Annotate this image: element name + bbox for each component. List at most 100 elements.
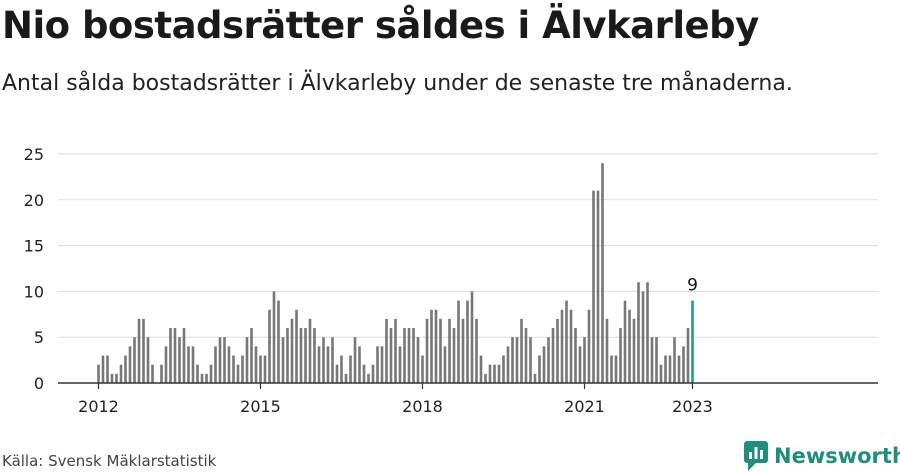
bar [628,309,631,383]
bar [218,337,222,383]
bar [614,355,618,383]
bar [538,355,541,383]
bar [439,318,442,383]
bar [610,355,613,383]
bar [556,318,559,383]
bar [542,346,546,383]
bar [227,346,231,383]
bar [151,364,154,383]
chart-title: Nio bostadsrätter såldes i Älvkarleby [2,4,759,47]
y-tick-label: 15 [24,237,44,256]
bar [619,328,622,383]
bar [196,364,199,383]
bar [254,346,258,383]
bar [380,346,384,383]
bar [421,355,424,383]
bar [583,337,586,383]
x-tick-label: 2015 [240,397,281,416]
x-tick-label: 2012 [78,397,119,416]
bar [205,373,208,383]
bar [470,291,474,383]
bar [650,337,654,383]
x-tick-label: 2023 [672,397,713,416]
y-tick-label: 25 [24,145,44,164]
bar [371,364,375,383]
bar [587,309,591,383]
bar [250,328,253,383]
bar [164,346,168,383]
bar [169,328,172,383]
bar [394,318,397,383]
bar [178,337,181,383]
bar [317,346,321,383]
bar [340,355,343,383]
bar [664,355,667,383]
bar [646,282,649,383]
bar [668,355,672,383]
bar [308,318,312,383]
chart-subtitle: Antal sålda bostadsrätter i Älvkarleby u… [2,71,793,96]
bar [173,328,177,383]
bar [443,346,447,383]
x-tick-label: 2018 [402,397,443,416]
bar [290,318,294,383]
bar [272,291,276,383]
brand-logo: Newsworthy [744,441,900,471]
bar [497,364,501,383]
y-tick-label: 20 [24,191,44,210]
bar [214,346,217,383]
bar [358,346,361,383]
bar [119,364,123,383]
bar [434,309,438,383]
bar [200,373,204,383]
bar [547,337,550,383]
newsworthy-logo-icon [744,441,768,471]
bar [529,337,532,383]
bar [97,364,100,383]
bar [475,318,478,383]
bar [133,337,136,383]
bar [655,337,658,383]
bar [605,318,609,383]
bar [128,346,132,383]
y-tick-label: 10 [24,282,44,301]
bar [232,355,235,383]
bar [569,309,573,383]
bar [304,328,307,383]
bar [578,346,582,383]
bar [659,364,663,383]
bar [403,328,406,383]
bar [686,328,690,383]
bar [484,373,487,383]
bar [632,318,636,383]
bar [560,309,564,383]
bar [241,355,244,383]
bar [331,337,334,383]
bar [488,364,492,383]
bar [313,328,316,383]
brand-name: Newsworthy [774,444,900,468]
bar [299,328,303,383]
bar [326,346,330,383]
bar [641,291,645,383]
y-tick-label: 5 [34,328,44,347]
bar [452,328,456,383]
bar [142,318,145,383]
bar [236,364,240,383]
x-axis: 2012 2015 2018 2021 2023 [58,382,878,416]
bar [349,355,352,383]
bar [367,373,370,383]
bar [623,300,627,383]
bar [187,346,190,383]
bar [281,337,285,383]
bar [335,364,339,383]
bar [425,318,429,383]
bar [295,309,298,383]
bar [515,337,519,383]
bar [106,355,109,383]
bar [533,373,537,383]
bar [524,328,528,383]
bar [110,373,114,383]
bar [223,337,226,383]
bar [520,318,523,383]
